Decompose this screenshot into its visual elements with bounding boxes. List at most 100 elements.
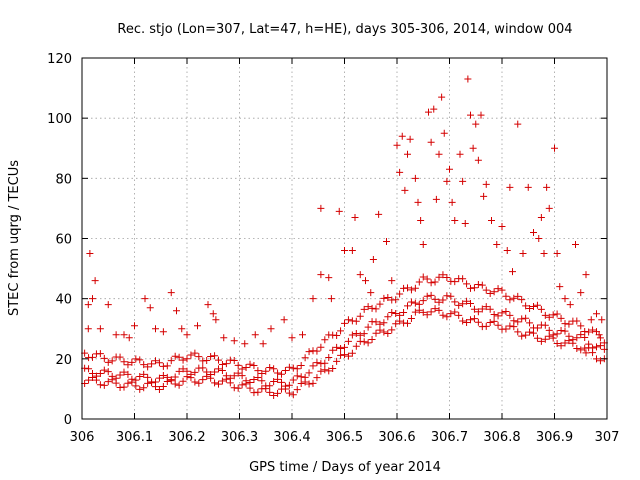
data-point [566, 301, 574, 309]
data-point [222, 360, 230, 368]
data-point [573, 334, 581, 342]
data-point [140, 384, 148, 392]
data-point [593, 310, 600, 318]
data-point [384, 313, 392, 321]
data-point [96, 350, 104, 358]
data-point [482, 286, 490, 294]
data-point [293, 386, 301, 394]
data-point [526, 305, 534, 313]
data-point [317, 204, 325, 212]
data-point [530, 303, 537, 310]
data-point [419, 241, 427, 249]
data-point [128, 375, 136, 383]
data-point [396, 311, 404, 319]
data-point [482, 303, 490, 311]
data-point [545, 326, 553, 334]
data-point [179, 365, 187, 373]
data-point [270, 378, 278, 386]
data-point [417, 216, 425, 224]
data-point [368, 335, 376, 343]
data-point [488, 216, 495, 224]
data-point [299, 331, 306, 339]
data-point [522, 314, 530, 322]
data-point [120, 383, 128, 391]
data-point [360, 338, 368, 346]
data-point [178, 325, 186, 333]
data-point [376, 326, 384, 334]
data-point [565, 320, 573, 328]
data-point [372, 305, 380, 313]
data-point [451, 278, 459, 286]
data-point [317, 343, 325, 351]
data-point [325, 367, 333, 375]
data-point [199, 364, 207, 372]
data-point [551, 144, 558, 152]
data-point [209, 310, 217, 318]
data-point [238, 381, 246, 389]
data-point [146, 304, 154, 312]
data-point [259, 340, 267, 348]
data-point [341, 319, 348, 327]
data-point [472, 120, 480, 128]
data-point [360, 305, 368, 313]
data-point [270, 365, 278, 373]
data-point [125, 334, 133, 342]
data-point [327, 295, 335, 303]
data-point [459, 317, 467, 325]
data-point [351, 213, 359, 221]
data-point [372, 329, 380, 337]
data-point [120, 358, 128, 366]
data-point [226, 374, 234, 382]
data-point [482, 180, 490, 188]
y-tick-label: 0 [64, 413, 72, 428]
data-point [431, 305, 439, 313]
data-point [581, 327, 589, 335]
data-point [335, 207, 343, 215]
data-point [274, 389, 282, 397]
data-point [321, 359, 329, 367]
data-point [470, 284, 478, 292]
data-point [288, 334, 296, 342]
data-point [593, 328, 600, 336]
data-point [545, 313, 553, 321]
data-point [211, 379, 219, 387]
data-point [380, 294, 388, 302]
data-point [344, 352, 352, 360]
data-point [230, 357, 238, 365]
data-point [270, 392, 278, 400]
y-tick-label: 40 [55, 293, 72, 308]
data-point [100, 366, 108, 374]
y-tick-label: 80 [55, 172, 72, 187]
data-point [84, 325, 92, 333]
data-point [191, 378, 199, 386]
data-point [262, 367, 270, 375]
data-point [280, 316, 288, 324]
data-point [250, 361, 258, 369]
data-point [218, 360, 226, 368]
data-point [414, 198, 422, 206]
data-point [392, 320, 400, 328]
data-point [582, 349, 590, 357]
data-point [427, 138, 435, 146]
data-point [400, 308, 408, 316]
data-point [589, 326, 597, 334]
data-point [470, 315, 478, 323]
data-point [238, 372, 246, 380]
data-point [112, 374, 120, 382]
data-point [285, 381, 293, 389]
data-point [469, 144, 477, 152]
data-point [356, 312, 364, 320]
data-point [254, 388, 262, 396]
data-point [333, 343, 341, 351]
data-point [553, 330, 561, 338]
data-point [238, 365, 246, 373]
data-point [207, 353, 215, 361]
x-tick-labels: 306 306.1 306.2 306.3 306.4 306.5 306.6 306.7 30… [70, 430, 620, 445]
data-point [140, 370, 148, 378]
data-point [212, 316, 220, 324]
data-point [203, 368, 211, 376]
data-point [341, 247, 348, 255]
data-point [348, 331, 356, 339]
axis-ticks [81, 57, 608, 420]
data-point [317, 367, 325, 375]
